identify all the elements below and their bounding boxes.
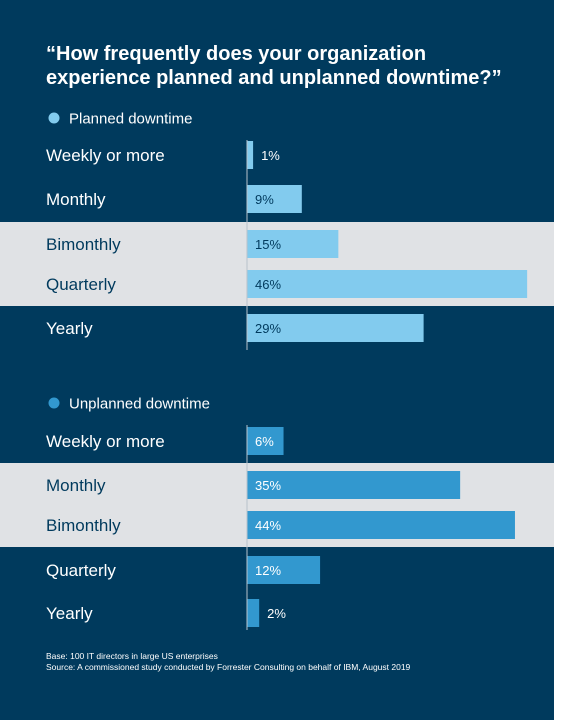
unplanned-value-label: 35% (255, 478, 281, 493)
planned-value-label: 1% (261, 148, 280, 163)
planned-bar (247, 270, 528, 298)
planned-bar (247, 230, 339, 258)
footnote-source: Source: A commissioned study conducted b… (46, 662, 411, 672)
unplanned-value-label: 2% (267, 606, 286, 621)
planned-value-label: 29% (255, 321, 281, 336)
unplanned-category-label: Bimonthly (46, 516, 121, 535)
unplanned-bar (247, 471, 461, 499)
unplanned-bar (247, 556, 321, 584)
planned-bar (247, 141, 254, 169)
unplanned-bar (247, 511, 515, 539)
unplanned-value-label: 12% (255, 563, 281, 578)
unplanned-category-label: Quarterly (46, 561, 116, 580)
unplanned-category-label: Monthly (46, 476, 106, 495)
unplanned-legend-label: Unplanned downtime (69, 396, 210, 413)
unplanned-category-label: Yearly (46, 604, 93, 623)
planned-category-label: Yearly (46, 319, 93, 338)
planned-category-label: Quarterly (46, 275, 116, 294)
unplanned-value-label: 6% (255, 434, 274, 449)
planned-bar (247, 314, 424, 342)
chart-title: “How frequently does your organization e… (46, 43, 502, 89)
planned-legend-marker (48, 112, 60, 124)
planned-category-label: Monthly (46, 190, 106, 209)
planned-value-label: 9% (255, 192, 274, 207)
planned-bar (247, 185, 302, 213)
planned-value-label: 46% (255, 277, 281, 292)
unplanned-category-label: Weekly or more (46, 432, 165, 451)
unplanned-bar (247, 427, 284, 455)
unplanned-value-label: 44% (255, 518, 281, 533)
unplanned-bar (247, 599, 260, 627)
planned-category-label: Bimonthly (46, 235, 121, 254)
planned-value-label: 15% (255, 237, 281, 252)
unplanned-legend-marker (48, 397, 60, 409)
planned-category-label: Weekly or more (46, 146, 165, 165)
planned-legend-label: Planned downtime (69, 111, 192, 128)
footnote-base: Base: 100 IT directors in large US enter… (46, 651, 218, 661)
